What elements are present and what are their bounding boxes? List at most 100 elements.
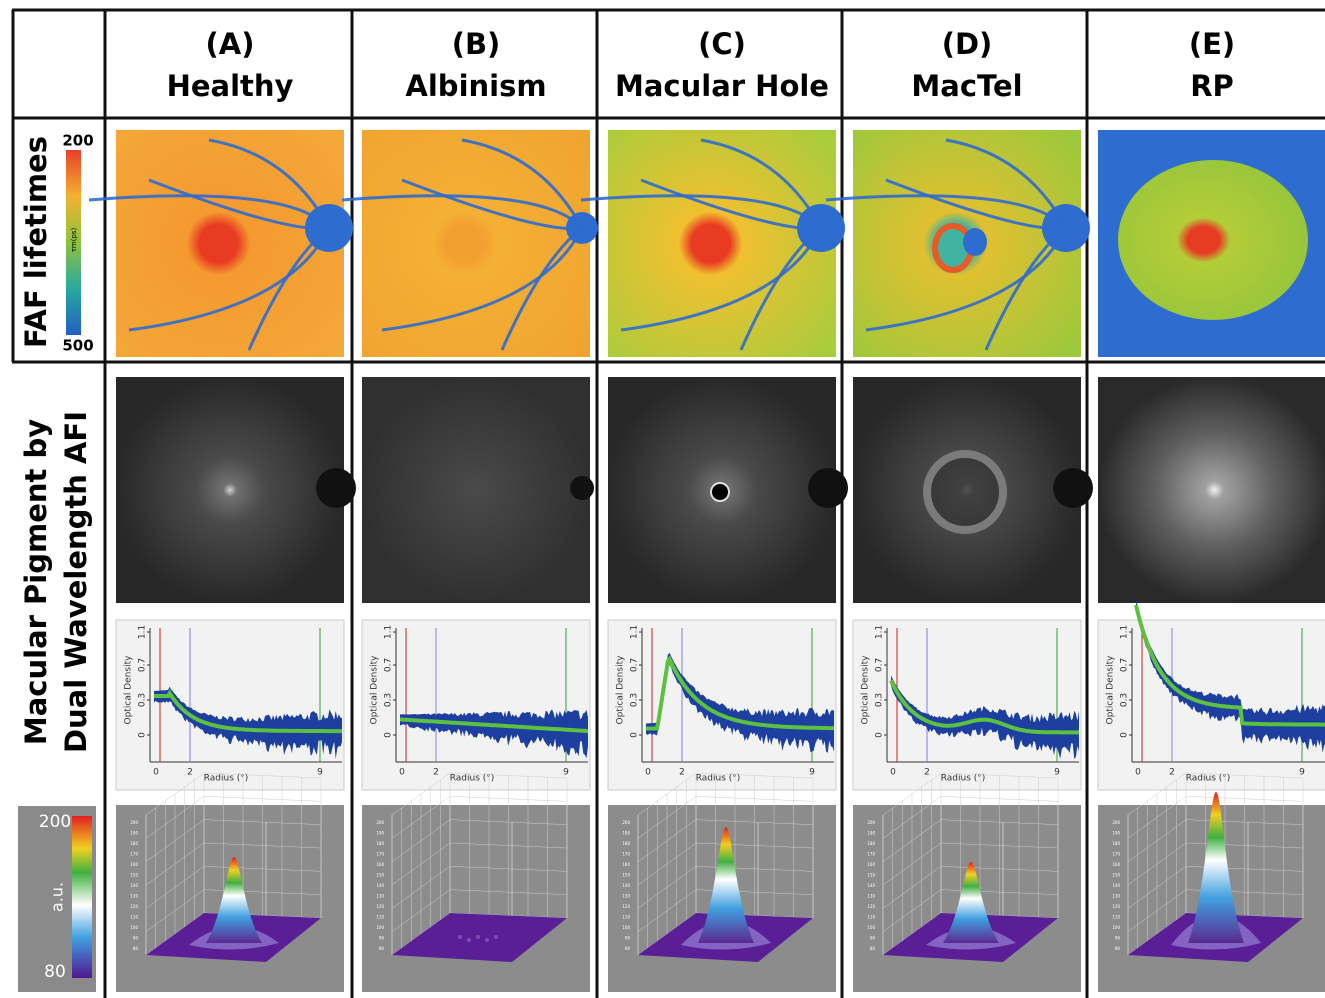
y-tick-label: 0.3 xyxy=(875,693,885,707)
x-tick-label: 2 xyxy=(924,768,930,778)
colorbar-label: 500 xyxy=(62,337,93,355)
z-tick-label: 120 xyxy=(376,904,384,909)
surface-speck xyxy=(485,938,489,942)
y-tick-label: 0 xyxy=(875,732,885,738)
x-tick-label: 2 xyxy=(433,768,439,778)
colorbar-unit: a.u. xyxy=(48,882,67,912)
z-tick-label: 150 xyxy=(622,873,630,878)
x-axis-label: Radius (°) xyxy=(204,774,249,784)
colorbar-label: 80 xyxy=(44,962,66,982)
z-tick-label: 140 xyxy=(130,883,138,888)
y-tick-label: 1.1 xyxy=(630,625,640,639)
x-tick-label: 9 xyxy=(563,768,569,778)
z-tick-label: 140 xyxy=(867,883,875,888)
z-tick-label: 150 xyxy=(1112,873,1120,878)
faf-image xyxy=(608,130,836,357)
z-tick-label: 110 xyxy=(130,915,138,920)
z-tick-label: 80 xyxy=(870,946,876,951)
z-tick-label: 170 xyxy=(1112,852,1120,857)
z-tick-label: 110 xyxy=(1112,915,1120,920)
z-tick-label: 120 xyxy=(622,904,630,909)
z-tick-label: 190 xyxy=(1112,831,1120,836)
surface-speck xyxy=(458,935,462,939)
mp-image xyxy=(116,377,344,603)
z-tick-label: 150 xyxy=(130,873,138,878)
x-tick-label: 0 xyxy=(1135,768,1141,778)
z-tick-label: 180 xyxy=(867,841,875,846)
z-tick-label: 130 xyxy=(622,894,630,899)
z-tick-label: 150 xyxy=(867,873,875,878)
y-axis-label: Optical Density xyxy=(370,655,380,725)
column-letter: (A) xyxy=(206,27,255,61)
z-tick-label: 90 xyxy=(870,936,876,941)
z-tick-label: 90 xyxy=(133,936,139,941)
z-tick-label: 190 xyxy=(376,831,384,836)
z-tick-label: 130 xyxy=(1112,894,1120,899)
z-tick-label: 150 xyxy=(376,873,384,878)
mp-image xyxy=(362,377,590,603)
y-axis-label: Optical Density xyxy=(1106,655,1116,725)
y-tick-label: 0.7 xyxy=(384,658,394,672)
z-tick-label: 100 xyxy=(376,925,384,930)
z-tick-label: 160 xyxy=(376,862,384,867)
z-tick-label: 90 xyxy=(625,936,631,941)
x-axis-label: Radius (°) xyxy=(941,774,986,784)
y-tick-label: 0.7 xyxy=(1120,658,1130,672)
z-tick-label: 200 xyxy=(130,820,138,825)
mp-image xyxy=(1098,377,1325,603)
z-tick-label: 100 xyxy=(130,925,138,930)
y-tick-label: 0.7 xyxy=(875,658,885,672)
x-axis-label: Radius (°) xyxy=(696,774,741,784)
z-tick-label: 80 xyxy=(379,946,385,951)
y-tick-label: 1.1 xyxy=(1120,625,1130,639)
column-name: Healthy xyxy=(167,69,294,103)
z-tick-label: 90 xyxy=(379,936,385,941)
y-axis-label: Optical Density xyxy=(861,655,871,725)
row-label: Macular Pigment by xyxy=(19,419,53,745)
faf-image xyxy=(1118,160,1308,320)
z-tick-label: 170 xyxy=(376,852,384,857)
faf-image xyxy=(116,130,344,357)
row-label: FAF lifetimes xyxy=(19,136,53,348)
figure: (A)Healthy(B)Albinism(C)Macular Hole(D)M… xyxy=(0,0,1325,998)
z-tick-label: 100 xyxy=(867,925,875,930)
z-tick-label: 120 xyxy=(867,904,875,909)
colorbar xyxy=(72,816,92,978)
surface-speck xyxy=(467,938,471,942)
z-tick-label: 140 xyxy=(1112,883,1120,888)
optic-disc xyxy=(316,468,356,508)
z-tick-label: 160 xyxy=(622,862,630,867)
z-tick-label: 110 xyxy=(622,915,630,920)
optic-disc xyxy=(1053,468,1093,508)
x-tick-label: 9 xyxy=(317,768,323,778)
column-name: Albinism xyxy=(405,69,546,103)
z-tick-label: 110 xyxy=(867,915,875,920)
y-tick-label: 1.1 xyxy=(138,625,148,639)
z-tick-label: 170 xyxy=(867,852,875,857)
column-letter: (E) xyxy=(1189,27,1235,61)
macular-hole xyxy=(711,483,729,501)
z-tick-label: 200 xyxy=(622,820,630,825)
z-tick-label: 110 xyxy=(376,915,384,920)
y-tick-label: 0.3 xyxy=(384,693,394,707)
z-tick-label: 180 xyxy=(622,841,630,846)
z-tick-label: 180 xyxy=(130,841,138,846)
column-letter: (B) xyxy=(452,27,501,61)
x-tick-label: 2 xyxy=(679,768,685,778)
row-label: Dual Wavelength AFI xyxy=(59,411,93,753)
y-axis-label: Optical Density xyxy=(124,655,134,725)
y-tick-label: 0.7 xyxy=(630,658,640,672)
z-tick-label: 130 xyxy=(376,894,384,899)
z-tick-label: 130 xyxy=(130,894,138,899)
z-tick-label: 190 xyxy=(130,831,138,836)
z-tick-label: 180 xyxy=(1112,841,1120,846)
optic-disc xyxy=(808,468,848,508)
surface-plot xyxy=(362,805,590,992)
z-tick-label: 200 xyxy=(1112,820,1120,825)
column-letter: (C) xyxy=(698,27,746,61)
surface-speck xyxy=(476,935,480,939)
y-tick-label: 0.3 xyxy=(138,693,148,707)
x-tick-label: 0 xyxy=(399,768,405,778)
faf-image xyxy=(362,130,590,357)
y-tick-label: 0.3 xyxy=(630,693,640,707)
